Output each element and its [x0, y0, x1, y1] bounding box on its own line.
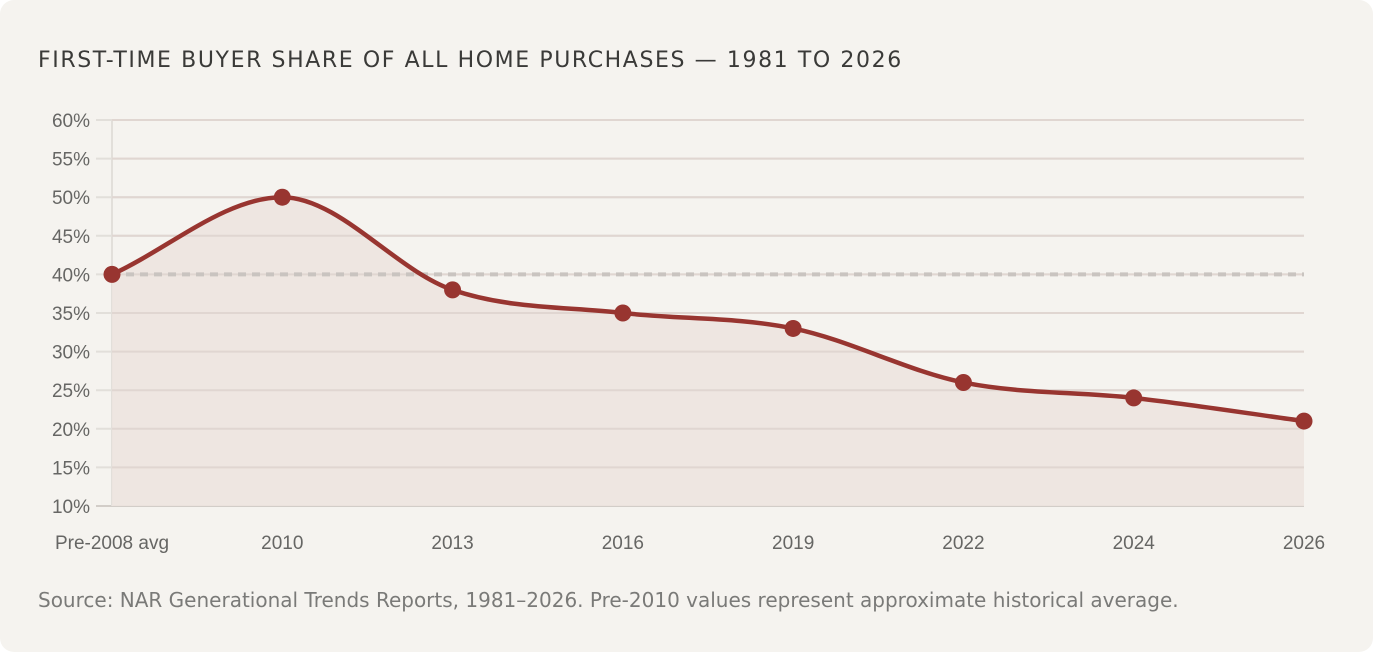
y-tick-label: 60%: [52, 111, 90, 132]
x-tick-label: 2024: [1113, 533, 1156, 554]
data-point: [273, 188, 291, 206]
data-point: [954, 373, 972, 391]
y-tick-label: 30%: [52, 343, 90, 364]
y-tick-label: 35%: [52, 304, 90, 325]
x-tick-label: 2010: [261, 533, 303, 554]
x-tick-label: 2022: [942, 533, 984, 554]
x-tick-label: 2016: [602, 533, 644, 554]
x-tick-label: 2013: [431, 533, 473, 554]
data-point: [103, 265, 121, 283]
data-point: [784, 319, 802, 337]
y-tick-label: 55%: [52, 150, 90, 171]
y-tick-label: 10%: [52, 497, 90, 518]
data-point: [444, 281, 462, 299]
y-tick-label: 40%: [52, 265, 90, 286]
y-tick-label: 45%: [52, 227, 90, 248]
y-tick-label: 50%: [52, 188, 90, 209]
x-tick-label: 2026: [1283, 533, 1325, 554]
y-tick-label: 25%: [52, 381, 90, 402]
data-point: [1295, 412, 1313, 430]
x-tick-label: 2019: [772, 533, 814, 554]
chart-title: FIRST-TIME BUYER SHARE OF ALL HOME PURCH…: [38, 48, 903, 73]
y-tick-label: 15%: [52, 458, 90, 479]
data-point: [614, 304, 632, 322]
data-point: [1125, 389, 1143, 407]
x-tick-label: Pre-2008 avg: [55, 533, 169, 554]
series-line: [111, 194, 1305, 424]
source-note: Source: NAR Generational Trends Reports,…: [38, 588, 1179, 612]
y-tick-label: 20%: [52, 420, 90, 441]
